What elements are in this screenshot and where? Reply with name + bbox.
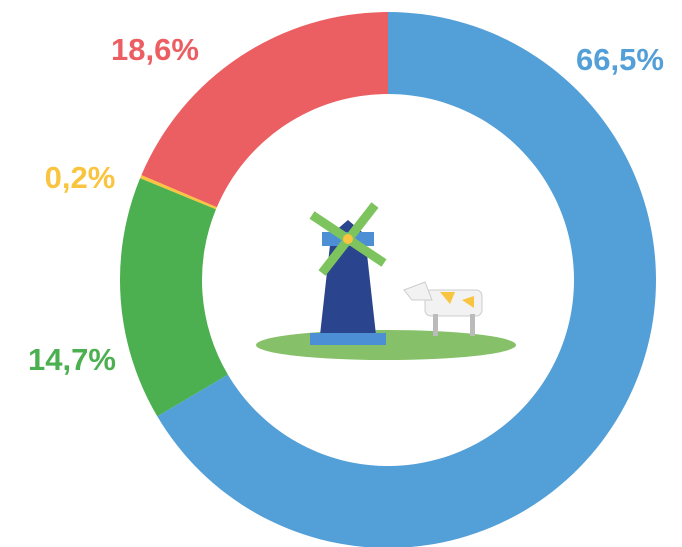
donut-segment xyxy=(157,12,656,547)
illustration xyxy=(256,202,516,360)
donut-segment xyxy=(119,178,228,417)
value-label: 18,6% xyxy=(111,32,199,67)
value-label: 0,2% xyxy=(45,160,116,195)
value-label: 66,5% xyxy=(576,42,664,77)
value-label: 14,7% xyxy=(28,342,116,377)
donut-segment xyxy=(141,12,388,208)
donut-segment xyxy=(140,175,217,210)
